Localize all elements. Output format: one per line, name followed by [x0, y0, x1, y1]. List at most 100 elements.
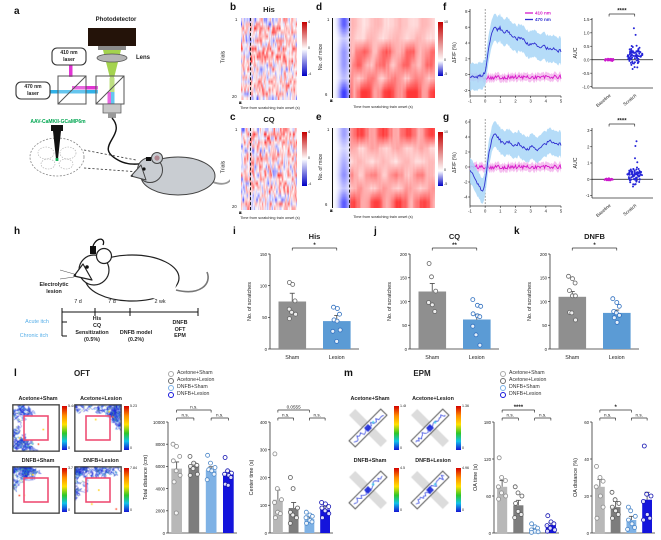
- panel-a: Photodetector Lens 410 nm laser 470 nm l…: [0, 0, 234, 222]
- legend-marker: [168, 391, 174, 398]
- lesion-label: Electrolytic lesion: [39, 282, 69, 295]
- panel-letter-d: d: [316, 2, 323, 13]
- panel-letter-k: k: [514, 226, 520, 237]
- svg-text:No. of scratches: No. of scratches: [387, 282, 393, 321]
- svg-text:n.s.: n.s.: [282, 413, 289, 418]
- svg-text:200: 200: [260, 475, 268, 480]
- svg-text:-1.0: -1.0: [582, 84, 590, 89]
- svg-text:6: 6: [465, 25, 468, 30]
- lens-shape: [96, 53, 128, 63]
- acute-treatments: His CQ: [92, 316, 102, 329]
- y-axis-label: No. of mice: [318, 43, 325, 71]
- ytick-bottom: 6: [325, 202, 328, 207]
- svg-text:0.0: 0.0: [584, 57, 590, 62]
- epm-tile-label-1: Acetone+Lesion: [412, 396, 454, 402]
- panel-letter-e: e: [316, 112, 322, 123]
- chart-scratches-his: His 0 50 100 150 No. of scratches Sham Lesion *: [244, 230, 362, 367]
- legend-marker: [500, 377, 506, 384]
- svg-text:470 nm: 470 nm: [535, 17, 551, 22]
- svg-text:2: 2: [514, 209, 517, 214]
- svg-text:*: *: [614, 405, 617, 411]
- y-axis-label: Trials: [220, 160, 227, 174]
- svg-text:Total distance (cm): Total distance (cm): [143, 455, 149, 500]
- ytick-top: 1: [327, 127, 330, 132]
- colorbar-max: 10: [444, 130, 448, 134]
- svg-text:1.0: 1.0: [584, 30, 590, 35]
- beam-470: [50, 90, 98, 94]
- legend-item: DNFB+Lesion: [168, 391, 214, 398]
- panel-e: No. of mice 1 6 10 0 -5 -1 0 1 2 3 4 5 Time fr…: [318, 127, 448, 219]
- colorbar-min: -5: [444, 72, 448, 76]
- legend-label: DNFB+Lesion: [509, 391, 542, 397]
- svg-text:0: 0: [545, 347, 548, 352]
- svg-text:100: 100: [400, 299, 408, 304]
- legend-marker: [500, 384, 506, 391]
- lens-label: Lens: [135, 55, 150, 61]
- svg-text:4: 4: [545, 209, 548, 214]
- svg-text:Sham: Sham: [425, 355, 440, 361]
- svg-text:0: 0: [484, 99, 487, 104]
- svg-text:60: 60: [584, 420, 589, 425]
- svg-text:150: 150: [400, 276, 408, 281]
- svg-text:120: 120: [484, 457, 492, 462]
- panel-c: CQ Trials 1 20 4 0 -4 -1 0 1 2 3 4 5 Time from…: [220, 112, 318, 222]
- svg-text:n.s.: n.s.: [190, 405, 197, 410]
- chart-oa-distance: 0 20 40 60 OA distance (%) n.s. * n.s.: [570, 402, 658, 540]
- svg-text:2: 2: [514, 99, 517, 104]
- electrode: [53, 131, 61, 159]
- panel-letter-c: c: [230, 112, 236, 123]
- oft-tile-label-0: Acetone+Sham: [18, 396, 58, 402]
- svg-text:2: 2: [587, 144, 590, 149]
- svg-text:-1: -1: [468, 99, 472, 104]
- chart-dff-trace-f: -2 0 2 4 6 8 -1 0 1 2 3 4 5 ΔF/F (%) 410 nm 470 nm: [450, 4, 564, 113]
- epm-legend: Acetone+Sham Acetone+Lesion DNFB+Sham DN…: [500, 370, 546, 398]
- legend-marker: [500, 370, 506, 377]
- svg-text:Lesion: Lesion: [609, 355, 625, 361]
- svg-text:410 nm: 410 nm: [535, 11, 551, 16]
- svg-text:n.s.: n.s.: [539, 413, 546, 418]
- laser-410-label: 410 nm laser: [60, 50, 78, 63]
- panel-d: No. of mice 1 6 10 0 -5 -1 0 1 2 3 4 5 Time fr…: [318, 17, 448, 109]
- svg-text:0: 0: [465, 165, 468, 170]
- svg-text:0: 0: [265, 531, 268, 536]
- svg-text:0.5: 0.5: [584, 44, 590, 49]
- seg2-label: 7 d: [108, 299, 116, 305]
- panel-letter-i: i: [233, 226, 236, 237]
- laser-410-box: [51, 47, 87, 66]
- ytick-bottom: 20: [232, 94, 237, 99]
- svg-text:-2: -2: [464, 88, 468, 93]
- panel-letter-l: l: [14, 368, 17, 379]
- legend-item: DNFB+Lesion: [500, 391, 546, 398]
- svg-text:0: 0: [163, 531, 166, 536]
- legend-item: Acetone+Sham: [168, 370, 214, 377]
- panel-letter-a: a: [14, 6, 20, 17]
- colorbar-max: 4: [308, 20, 310, 24]
- onset-line: [250, 18, 251, 100]
- svg-text:10000: 10000: [153, 420, 166, 425]
- svg-text:1.5: 1.5: [584, 17, 590, 22]
- oft-tile-label-3: DNFB+Lesion: [83, 458, 119, 464]
- svg-text:100: 100: [540, 299, 548, 304]
- colorbar-mid: 0: [444, 58, 446, 62]
- colorbar: 10 0 -5: [438, 20, 448, 76]
- chart-oa-time: 0 60 120 180 OA time (s) n.s. **** n.s.: [470, 402, 562, 540]
- svg-text:Scratch: Scratch: [622, 93, 637, 107]
- svg-text:No. of scratches: No. of scratches: [247, 282, 253, 321]
- chart-his-mice-heatmap: [332, 18, 435, 98]
- chart-auc-f: -1.0 -0.5 0.0 0.5 1.0 1.5 AUC **** Baseline Scrat…: [570, 4, 658, 113]
- colorbar-min: -4: [308, 182, 312, 186]
- panel-b: His Trials 1 20 4 0 -4 -1 0 1 2 3 4 5 Time fro…: [220, 2, 318, 112]
- svg-text:3: 3: [529, 209, 532, 214]
- legend-item: DNFB+Sham: [500, 384, 546, 391]
- legend-label: Acetone+Sham: [509, 370, 545, 376]
- oft-tile-label-2: DNFB+Sham: [21, 458, 55, 464]
- colorbar-mid: 0: [308, 156, 310, 160]
- svg-text:60: 60: [486, 494, 491, 499]
- acute-itch-label: Acute itch: [25, 319, 49, 325]
- legend-marker: [168, 384, 174, 391]
- timeline-schematic: [59, 238, 209, 337]
- colorbar-min: -5: [444, 182, 448, 186]
- implant-h: [90, 246, 96, 254]
- beam-410: [69, 65, 73, 77]
